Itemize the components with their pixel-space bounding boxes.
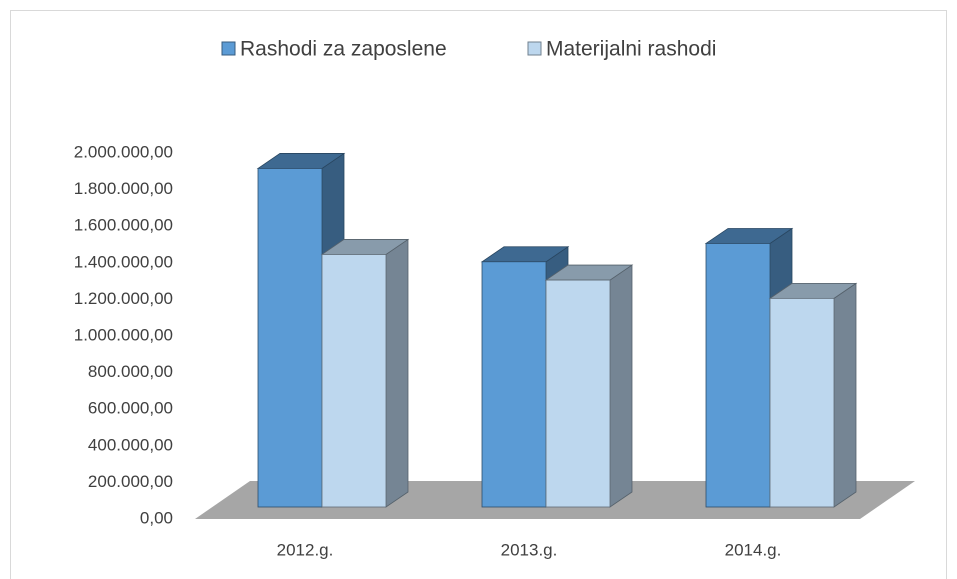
bar-side [609,264,633,508]
y-tick-label: 200.000,00 [88,472,173,491]
y-tick-label: 600.000,00 [88,399,173,418]
bar [769,297,835,508]
legend-label: Materijalni rashodi [546,38,716,61]
y-tick-label: 1.800.000,00 [74,179,173,198]
y-tick-label: 1.600.000,00 [74,216,173,235]
y-tick-label: 1.000.000,00 [74,325,173,344]
bar-side [385,238,409,508]
x-tick-label: 2012.g. [277,540,334,559]
bar [321,254,387,508]
x-tick-label: 2013.g. [501,540,558,559]
y-tick-label: 400.000,00 [88,435,173,454]
x-tick-label: 2014.g. [725,540,782,559]
bar [257,168,323,508]
y-tick-label: 0,00 [140,508,173,527]
bar [545,279,611,508]
y-tick-label: 1.200.000,00 [74,289,173,308]
bar-side [833,282,857,508]
legend-swatch [527,41,542,56]
y-tick-label: 2.000.000,00 [74,142,173,161]
y-tick-label: 1.400.000,00 [74,252,173,271]
bar [481,261,547,508]
legend-label: Rashodi za zaposlene [240,38,447,61]
legend-swatch [221,41,236,56]
y-tick-label: 800.000,00 [88,362,173,381]
bar [705,243,771,508]
